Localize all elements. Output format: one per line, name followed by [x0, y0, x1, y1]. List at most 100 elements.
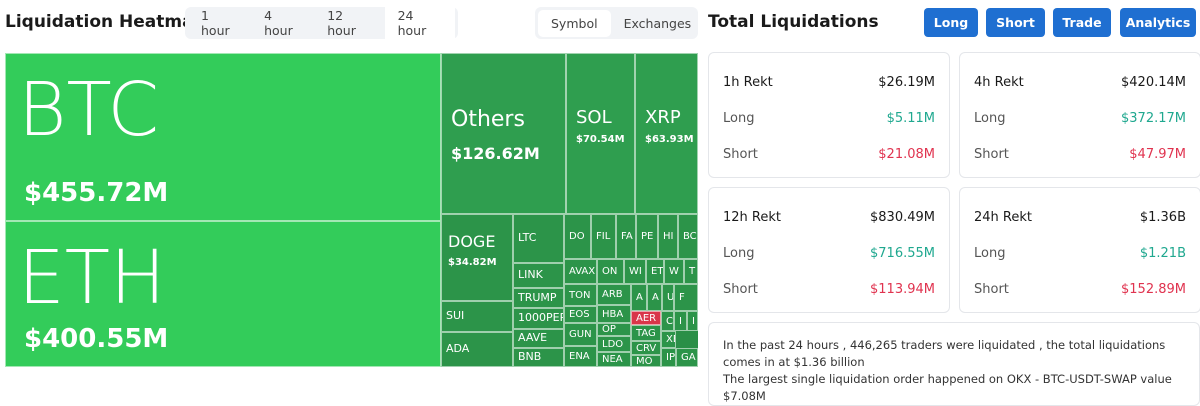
card-row: 24h Rekt $1.36B — [974, 199, 1186, 235]
tile-label: I — [692, 315, 695, 327]
card-value: $47.97M — [1129, 146, 1186, 162]
tile-label: A — [636, 292, 643, 303]
treemap-tile: A — [647, 284, 662, 311]
treemap-tile: ON — [597, 259, 624, 284]
tile-label: WI — [629, 266, 642, 277]
tab[interactable]: 1 hour — [201, 8, 230, 38]
summary-line: In the past 24 hours , 446,265 traders w… — [723, 338, 1166, 369]
rekt-card: 12h Rekt $830.49M Long $716.55M Short $113.94… — [708, 187, 950, 313]
card-value: $372.17M — [1121, 110, 1186, 126]
tile-label: ETH — [18, 235, 166, 321]
card-row: Long $5.11M — [723, 100, 935, 136]
treemap-tile: NEA — [597, 352, 631, 367]
button[interactable]: Short — [986, 8, 1045, 37]
tile-label: C — [666, 315, 673, 327]
tile-label: I — [679, 315, 682, 327]
card-value: $113.94M — [870, 281, 935, 297]
tile-label: A — [652, 292, 659, 303]
treemap-tile: DOGE $34.82M — [441, 214, 513, 301]
treemap-tile: I — [687, 311, 698, 331]
tab[interactable]: 24 hour — [384, 2, 455, 44]
treemap-tile: ETH $400.55M — [5, 221, 441, 367]
tile-label: ON — [602, 266, 618, 277]
summary-line: The largest single liquidation order hap… — [723, 372, 1172, 403]
treemap-tile: DO — [564, 214, 591, 259]
treemap-tile: BNB — [513, 348, 564, 367]
treemap-tile: ARB — [597, 284, 631, 305]
card-label: Short — [723, 146, 758, 162]
tile-label: GA — [681, 352, 696, 363]
tile-label: BTC — [18, 67, 159, 153]
treemap-tile: 1000PEP — [513, 308, 564, 329]
card-value: $1.21B — [1139, 245, 1186, 261]
tile-label: XRP — [645, 107, 681, 128]
card-row: Long $372.17M — [974, 100, 1186, 136]
card-value: $21.08M — [878, 146, 935, 162]
card-value: $5.11M — [886, 110, 935, 126]
treemap-tile: AAVE — [513, 329, 564, 348]
treemap-tile: C — [661, 311, 674, 331]
tile-label: NEA — [602, 354, 623, 365]
treemap-tile: WI — [624, 259, 646, 284]
treemap-tile: HI — [658, 214, 678, 259]
tab[interactable]: 12 hour — [327, 8, 356, 38]
card-row: Long $1.21B — [974, 235, 1186, 271]
tile-label: MO — [636, 355, 653, 367]
treemap-tile: U — [662, 284, 674, 311]
treemap-tile: ADA — [441, 332, 513, 367]
rekt-card: 24h Rekt $1.36B Long $1.21B Short $152.89M — [959, 187, 1200, 313]
tile-label: FA — [621, 231, 633, 242]
tile-label: ET — [651, 266, 664, 277]
treemap-tile: SOL $70.54M — [566, 53, 635, 214]
treemap-tile: HBA — [597, 305, 631, 323]
tab[interactable]: Exchanges — [623, 15, 692, 31]
treemap-tile: F — [674, 284, 698, 311]
tab[interactable]: Symbol — [538, 9, 611, 37]
time-tabs: 1 hour 4 hour 12 hour 24 hour — [185, 2, 458, 44]
tile-label: ENA — [569, 351, 590, 362]
tile-label: PE — [641, 231, 654, 242]
tab[interactable]: 4 hour — [264, 8, 293, 38]
tile-label: F — [679, 292, 685, 303]
tile-label: XE — [666, 334, 675, 345]
treemap-tile: PE — [636, 214, 658, 259]
tile-label: DO — [569, 231, 585, 242]
button[interactable]: Analytics — [1120, 8, 1196, 37]
tile-label: W — [669, 266, 679, 277]
tile-value: $34.82M — [448, 256, 497, 268]
treemap-tile: LINK — [513, 263, 564, 288]
treemap-tile: ET — [646, 259, 664, 284]
treemap: BTC $455.72M ETH $400.55M Others $126.62M SOL $… — [5, 53, 698, 367]
button[interactable]: Trade — [1053, 8, 1111, 37]
treemap-tile: TRUMP — [513, 288, 564, 308]
tile-label: BC — [683, 231, 697, 242]
tile-label: GUN — [569, 329, 592, 340]
treemap-tile: SUI — [441, 301, 513, 332]
card-row: 12h Rekt $830.49M — [723, 199, 935, 235]
tile-label: ARB — [602, 289, 623, 300]
card-row: Short $113.94M — [723, 271, 935, 307]
tile-value: $455.72M — [24, 178, 169, 208]
treemap-tile: LDO — [597, 336, 631, 352]
treemap-tile: AER — [631, 311, 661, 325]
treemap-tile: EOS — [564, 306, 597, 323]
card-row: Short $152.89M — [974, 271, 1186, 307]
card-value: $716.55M — [870, 245, 935, 261]
card-label: Long — [974, 245, 1006, 261]
heatmap-title: Liquidation Heatmap — [5, 12, 206, 32]
treemap-tile: TON — [564, 284, 597, 306]
treemap-tile: FA — [616, 214, 636, 259]
tile-label: CRV — [636, 342, 657, 354]
button[interactable]: Long — [924, 8, 978, 37]
tile-label: TRUMP — [518, 290, 557, 304]
card-label: Short — [974, 281, 1009, 297]
card-label: 1h Rekt — [723, 74, 773, 90]
card-label: Short — [974, 146, 1009, 162]
treemap-tile: ENA — [564, 346, 597, 367]
tile-label: AVAX — [569, 266, 596, 277]
treemap-tile: I — [674, 311, 687, 331]
treemap-tile: BTC $455.72M — [5, 53, 441, 221]
view-tabs: Symbol Exchanges — [535, 7, 698, 39]
treemap-tile: AVAX — [564, 259, 597, 284]
